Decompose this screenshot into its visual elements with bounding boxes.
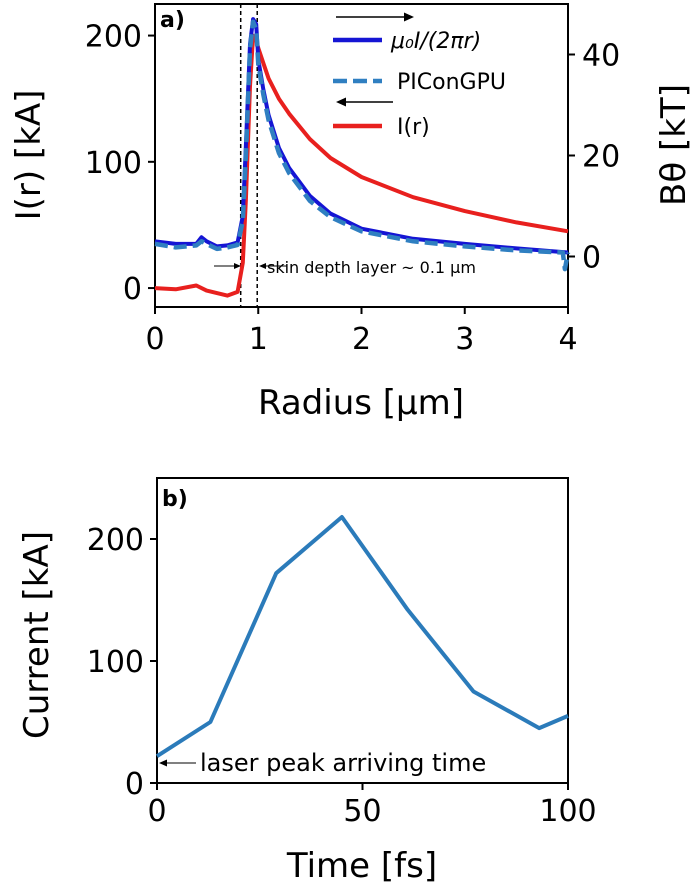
- panel-b-ytick-label: 100: [87, 645, 144, 680]
- skin-arrow-right-head: [259, 263, 266, 269]
- panel-a-legend: μ₀I/(2πr) PIConGPU I(r): [333, 12, 506, 140]
- panel-a-ylabel-left: I(r) [kA]: [9, 90, 49, 221]
- series-line-mu0: [154, 17, 569, 255]
- panel-a-ytick-left-label: 0: [123, 272, 142, 307]
- panel-a: a) Radius [μm] I(r) [kA] Bθ [kT] μ₀I/(2π…: [9, 3, 694, 423]
- panel-a-xtick-label: 2: [352, 322, 371, 357]
- skin-arrow-left-head: [234, 263, 241, 269]
- laser-peak-annotation: laser peak arriving time: [200, 749, 486, 777]
- panel-b-xtick-label: 50: [343, 794, 381, 829]
- panel-a-ytick-left-label: 100: [85, 146, 142, 181]
- panel-b-xlabel: Time [fs]: [286, 846, 437, 886]
- panel-b-frame: [156, 477, 569, 784]
- panel-b-ytick-label: 200: [87, 523, 144, 558]
- panel-a-xtick-label: 3: [455, 322, 474, 357]
- series-line-current: [155, 515, 569, 758]
- panel-b-xtick-label: 100: [539, 794, 596, 829]
- panel-a-xtick-label: 0: [145, 322, 164, 357]
- legend-arrow-left-head: [336, 97, 346, 107]
- panel-b-xtick-label: 0: [147, 794, 166, 829]
- legend-label-ir: I(r): [397, 115, 430, 140]
- legend-arrow-right-head: [404, 12, 414, 22]
- skin-depth-annotation: skin depth layer ~ 0.1 μm: [267, 258, 476, 277]
- laser-peak-arrow-head: [159, 759, 167, 767]
- legend-label-piconpgu: PIConGPU: [397, 70, 506, 95]
- panel-b: b) Time [fs] Current [kA] laser peak arr…: [17, 477, 597, 886]
- panel-a-label: a): [160, 8, 185, 33]
- series-line-piconpgu: [154, 19, 571, 272]
- panel-b-ytick-label: 0: [125, 767, 144, 802]
- panel-a-ytick-left-label: 200: [85, 20, 142, 55]
- panel-a-ytick-right-label: 20: [582, 140, 620, 175]
- panel-a-xlabel: Radius [μm]: [258, 383, 464, 423]
- panel-a-ytick-right-label: 0: [582, 241, 601, 276]
- series-line-ir: [154, 33, 569, 298]
- panel-a-xtick-label: 1: [249, 322, 268, 357]
- legend-label-mu0: μ₀I/(2πr): [390, 29, 481, 54]
- panel-b-ylabel: Current [kA]: [17, 531, 57, 739]
- panel-b-label: b): [162, 487, 188, 512]
- panel-a-ytick-right-label: 40: [582, 39, 620, 74]
- panel-a-ylabel-right: Bθ [kT]: [654, 84, 694, 206]
- panel-a-xtick-label: 4: [558, 322, 577, 357]
